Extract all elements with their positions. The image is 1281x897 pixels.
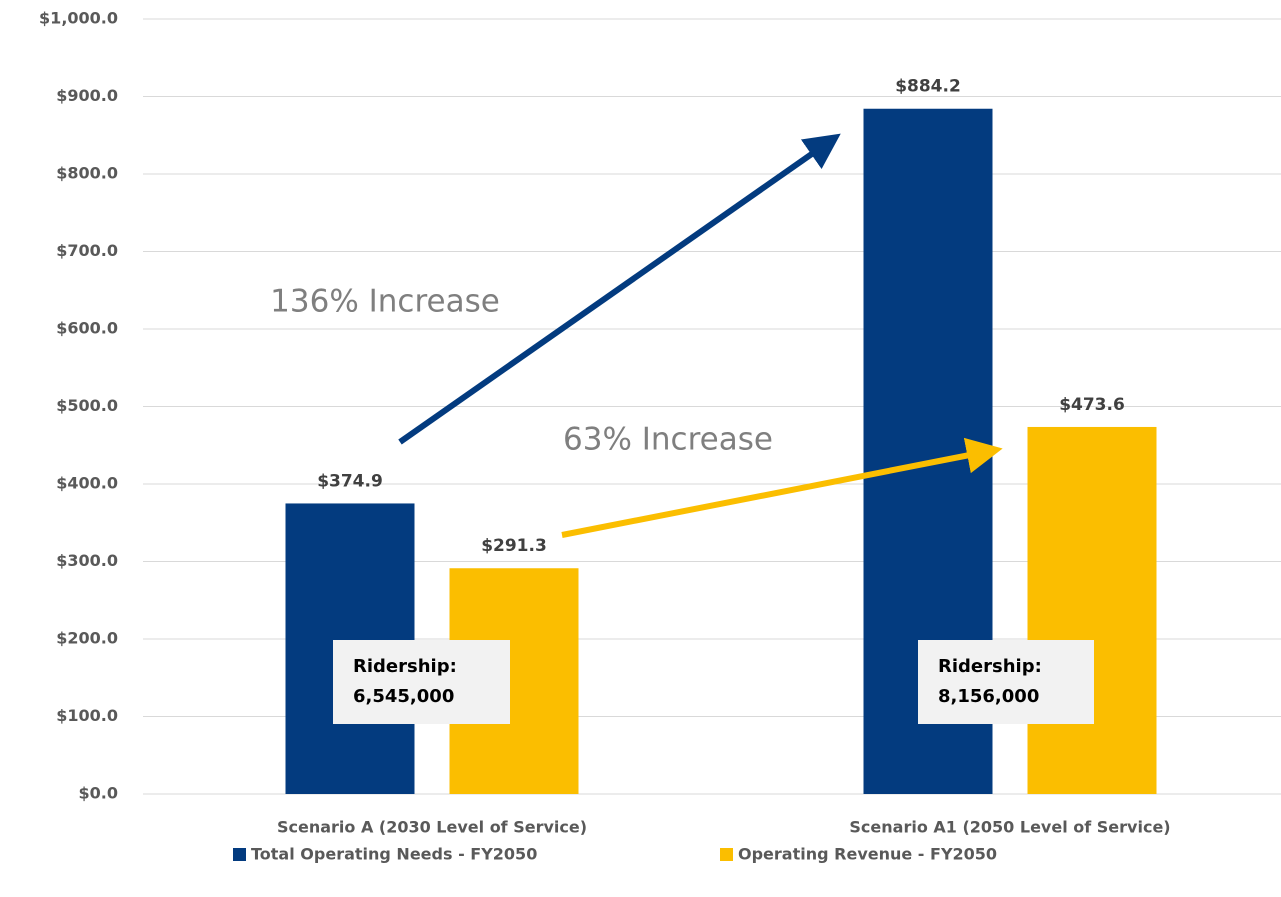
ridership-value: 6,545,000: [353, 686, 454, 707]
y-tick-label: $100.0: [56, 706, 118, 725]
value-label: $473.6: [1059, 395, 1125, 415]
ridership-value: 8,156,000: [938, 686, 1039, 707]
arrow: [561, 437, 1003, 538]
ridership-box: Ridership: 6,545,000: [333, 640, 510, 724]
y-tick-label: $200.0: [56, 629, 118, 648]
value-label: $884.2: [895, 77, 961, 97]
ridership-label: Ridership:: [938, 656, 1042, 677]
x-tick-label: Scenario A (2030 Level of Service): [277, 818, 587, 837]
ridership-label: Ridership:: [353, 656, 457, 677]
value-label: $291.3: [481, 536, 547, 556]
y-tick-label: $500.0: [56, 396, 118, 415]
y-tick-label: $900.0: [56, 86, 118, 105]
legend-swatch: [233, 848, 246, 861]
arrows: [398, 133, 1003, 538]
legend-label: Total Operating Needs - FY2050: [251, 845, 537, 864]
annotation: 136% Increase: [270, 284, 500, 320]
legend: Total Operating Needs - FY2050 Operating …: [233, 845, 997, 864]
y-tick-label: $1,000.0: [39, 9, 118, 28]
ridership-box: Ridership: 8,156,000: [918, 640, 1094, 724]
y-tick-label: $0.0: [79, 784, 118, 803]
legend-swatch: [720, 848, 733, 861]
y-tick-label: $800.0: [56, 164, 118, 183]
legend-label: Operating Revenue - FY2050: [738, 845, 997, 864]
arrow: [398, 133, 841, 445]
ridership-bg: [333, 640, 510, 724]
annotation: 63% Increase: [563, 422, 773, 458]
ridership-bg: [918, 640, 1094, 724]
bar: [1027, 426, 1157, 794]
x-tick-label: Scenario A1 (2050 Level of Service): [849, 818, 1170, 837]
y-tick-label: $300.0: [56, 551, 118, 570]
y-tick-label: $400.0: [56, 474, 118, 493]
value-label: $374.9: [317, 471, 383, 491]
y-tick-label: $700.0: [56, 241, 118, 260]
y-tick-label: $600.0: [56, 319, 118, 338]
